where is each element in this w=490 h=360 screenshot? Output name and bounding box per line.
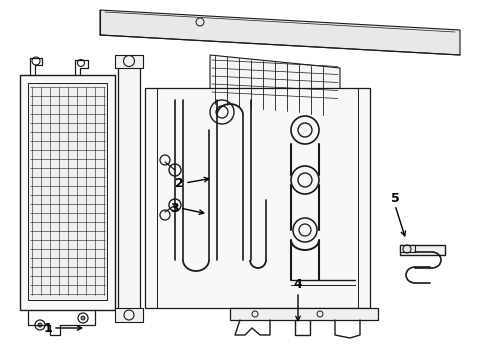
Polygon shape [100, 10, 460, 55]
Polygon shape [115, 55, 143, 68]
Polygon shape [28, 83, 107, 300]
Polygon shape [118, 60, 140, 315]
Text: 1: 1 [44, 321, 52, 334]
Text: 4: 4 [294, 279, 302, 292]
Circle shape [38, 323, 42, 327]
Circle shape [81, 316, 85, 320]
Polygon shape [145, 88, 370, 308]
Text: 5: 5 [391, 192, 399, 204]
Text: 3: 3 [170, 202, 178, 215]
Text: 2: 2 [174, 176, 183, 189]
Polygon shape [230, 308, 378, 320]
Polygon shape [400, 245, 415, 252]
Polygon shape [20, 75, 115, 310]
Polygon shape [400, 245, 445, 255]
Polygon shape [210, 55, 340, 105]
Polygon shape [115, 308, 143, 322]
